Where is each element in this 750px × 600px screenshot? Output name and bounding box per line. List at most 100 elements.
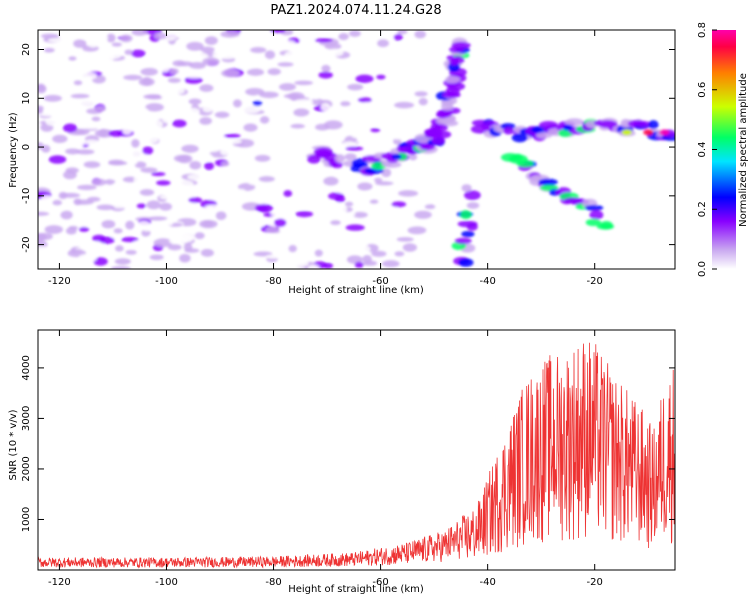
spectral-blob xyxy=(77,71,98,81)
spectral-blob xyxy=(178,201,198,210)
spectral-blob xyxy=(248,211,261,219)
spectral-blob xyxy=(346,255,363,264)
spectral-blob xyxy=(50,52,69,57)
snr-ytick-label: 4000 xyxy=(21,355,32,380)
spectral-blob xyxy=(53,31,67,36)
spectral-blob xyxy=(365,265,377,269)
spectral-blob xyxy=(402,243,418,252)
spectral-blob xyxy=(107,123,119,128)
colorbar-tick-label: 0.8 xyxy=(697,22,708,38)
spectral-blob xyxy=(322,240,333,248)
spectral-blob xyxy=(265,254,282,259)
spectral-blob xyxy=(83,161,101,169)
spectral-blob xyxy=(110,266,131,269)
spectral-blob xyxy=(351,158,369,168)
spectral-blob xyxy=(362,260,378,267)
spectral-blob xyxy=(283,93,301,99)
spectral-blob xyxy=(41,195,53,203)
spectral-blob xyxy=(445,75,460,84)
spectrogram-panel: -120 -100 -80 -60 -40 -20 20 10 0 -10 -20 Height … xyxy=(8,29,676,296)
spectral-blob xyxy=(153,238,173,248)
spectral-blob xyxy=(452,56,465,64)
spectral-blob xyxy=(149,254,164,261)
spectral-blob xyxy=(236,173,246,182)
spectral-blob xyxy=(48,58,69,67)
spectral-blob xyxy=(460,210,472,220)
spectral-blob xyxy=(454,237,472,245)
spectral-blob xyxy=(38,153,47,158)
spectral-blob xyxy=(284,50,304,59)
spectral-blob xyxy=(466,202,480,209)
spectral-blob xyxy=(270,212,284,217)
spectral-blob xyxy=(48,155,67,164)
spectral-blob xyxy=(202,146,221,153)
spectral-blob xyxy=(158,64,170,73)
spectral-blob xyxy=(377,57,388,65)
spectral-blob xyxy=(250,46,267,54)
spectral-blob xyxy=(165,87,185,95)
spectral-blob xyxy=(397,176,410,186)
spectral-blob xyxy=(295,211,314,218)
spectral-blob xyxy=(140,167,158,173)
spectral-blob xyxy=(142,226,151,232)
spectral-blob xyxy=(38,83,46,91)
spectral-blob xyxy=(274,218,287,228)
spectral-blob xyxy=(315,228,335,233)
spectral-blob xyxy=(73,128,90,136)
spectral-blob xyxy=(166,51,180,59)
snr-xtick-label: -20 xyxy=(587,577,603,588)
spectral-blob xyxy=(189,160,202,170)
spectral-blob xyxy=(393,137,402,145)
spectral-blob xyxy=(78,226,90,232)
spectrogram-xtick-label: -80 xyxy=(265,276,281,287)
spectral-blob xyxy=(565,118,584,127)
spectral-blob xyxy=(391,201,407,208)
spectral-blob xyxy=(290,260,309,268)
spectral-blob xyxy=(347,83,364,91)
spectral-blob xyxy=(44,225,63,234)
spectral-blob xyxy=(202,105,214,113)
spectral-blob xyxy=(323,176,339,186)
spectral-blob xyxy=(223,139,243,145)
spectral-blob xyxy=(59,110,73,119)
spectral-blob xyxy=(370,128,381,133)
spectral-blob xyxy=(130,49,146,58)
spectral-blob xyxy=(302,51,320,57)
spectral-blob xyxy=(146,200,161,210)
spectral-blob xyxy=(346,211,356,217)
spectral-blob xyxy=(44,180,55,187)
spectral-blob xyxy=(396,237,414,242)
spectral-blob xyxy=(259,116,270,124)
spectral-blob xyxy=(150,262,164,268)
spectrogram-y-label: Frequency (Hz) xyxy=(8,112,19,188)
spectral-blob xyxy=(106,33,116,43)
spectral-blob xyxy=(340,77,351,84)
spectral-blob xyxy=(648,120,659,130)
spectral-blob xyxy=(187,135,205,141)
spectral-blob xyxy=(128,160,138,165)
spectral-blob xyxy=(76,98,97,106)
spectrogram-xtick-label: -40 xyxy=(479,276,495,287)
spectral-blob xyxy=(156,180,171,186)
spectral-blob xyxy=(431,136,445,145)
spectral-blob xyxy=(54,179,66,188)
spectral-blob xyxy=(320,103,331,111)
spectral-blob xyxy=(424,204,436,210)
spectrogram-x-axis: -120 -100 -80 -60 -40 -20 xyxy=(48,30,603,287)
snr-y-label: SNR (10 * v/v) xyxy=(8,409,19,480)
spectral-blob xyxy=(169,68,179,75)
spectral-blob xyxy=(411,200,430,206)
spectral-blob xyxy=(96,204,115,211)
spectral-blob xyxy=(154,32,167,40)
spectral-blob xyxy=(418,97,428,106)
spectral-blob xyxy=(290,123,305,129)
spectral-blob xyxy=(198,153,213,159)
spectral-blob xyxy=(279,226,291,235)
spectral-blob xyxy=(326,48,344,57)
spectral-blob xyxy=(145,94,164,100)
spectral-blob xyxy=(65,167,80,174)
spectral-blob xyxy=(215,211,227,220)
spectral-blob xyxy=(269,198,278,205)
spectral-blob xyxy=(310,169,328,179)
spectral-blob xyxy=(91,178,107,186)
